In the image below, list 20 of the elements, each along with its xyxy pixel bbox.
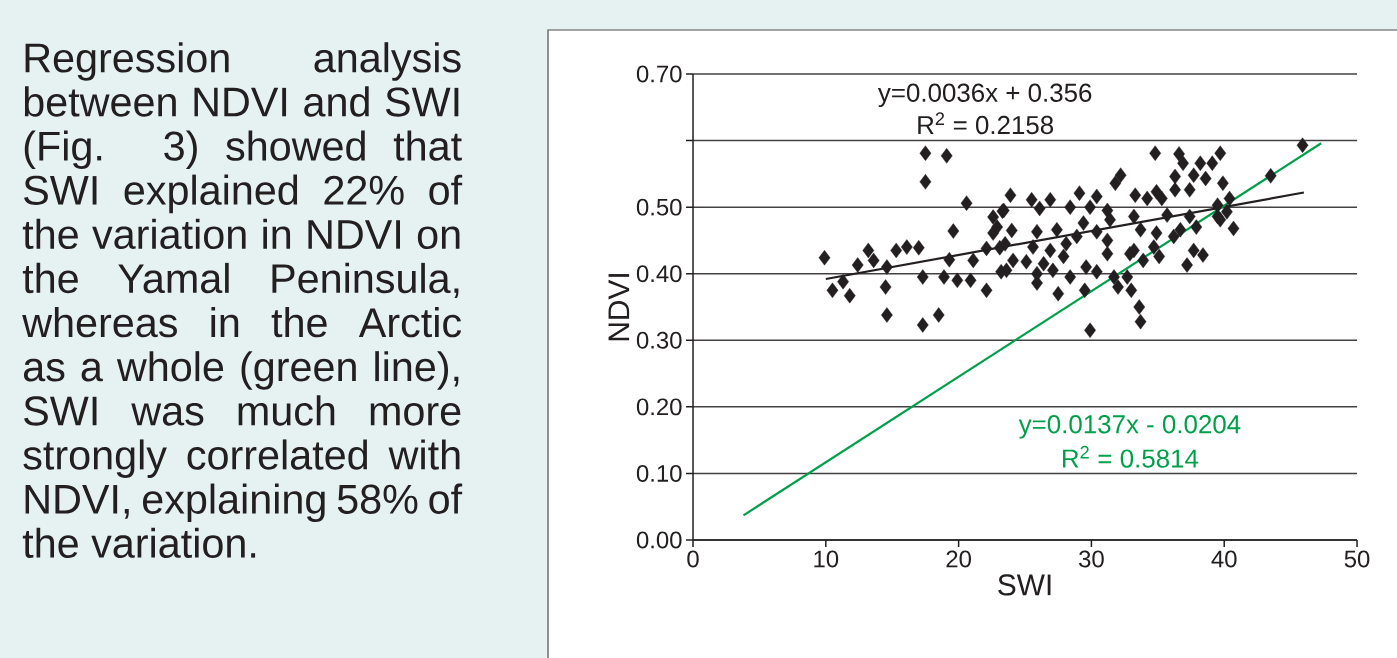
annotation: y=0.0036x + 0.356 [877,83,1092,108]
y-tick-label: 0.20 [636,398,682,416]
x-tick-label: 0 [687,550,699,568]
y-tick-label: 0.70 [636,65,682,83]
y-axis-title: NDVI [608,274,630,341]
x-tick-label: 20 [946,550,971,568]
y-tick-label: 0.50 [636,198,682,216]
annotation: R$^{2}$ = 0.2158 [918,112,1054,135]
text: Regression analysis between NDVI and SWI (Fig. 3) showed that SWI explained 22% of the variation in NDVI on the Yamal Peninsula, whereas in the Arctic as a whole (green line), SWI was much more strongly correlated with NDVI, explaining 58% of the variation. [22,42,463,559]
x-tick-label: 10 [814,550,839,568]
x-tick-label: 30 [1079,550,1104,568]
x-tick-label: 50 [1344,550,1370,568]
x-axis-title: SWI [998,574,1051,596]
y-tick-label: 0.30 [636,331,682,349]
y-tick-label: 0.40 [636,265,682,283]
annotation: y=0.0137x - 0.0204 [1018,415,1241,439]
y-tick-label: 0.10 [636,464,682,482]
annotation: R$^{2}$ = 0.5814 [1063,445,1199,468]
y-tick-label: 0.00 [636,531,682,549]
x-tick-label: 40 [1211,550,1237,568]
